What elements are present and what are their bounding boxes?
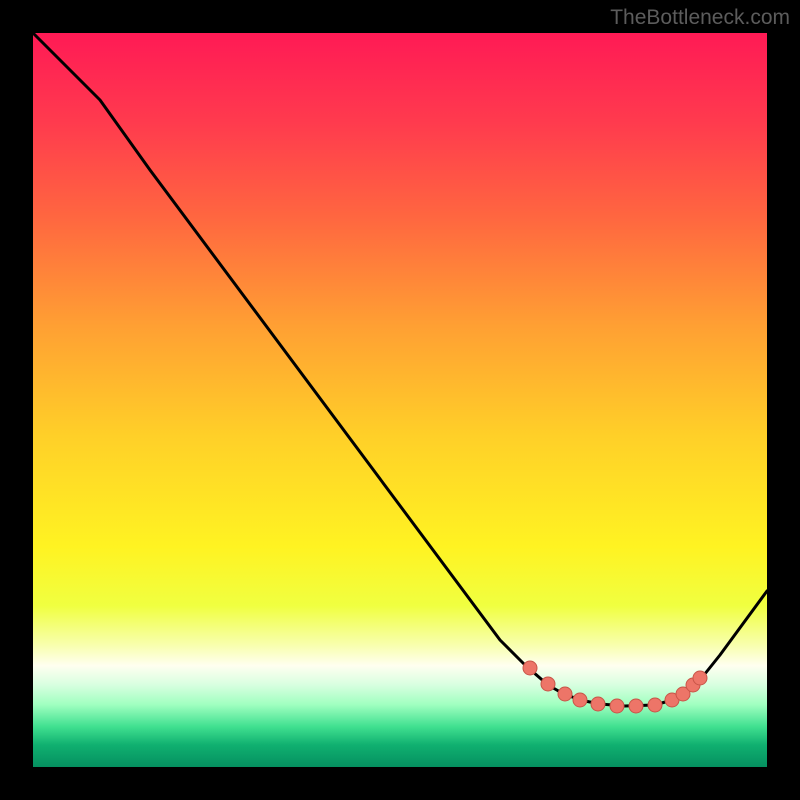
data-marker [541, 677, 555, 691]
bottleneck-curve [33, 33, 767, 706]
marker-group [523, 661, 707, 713]
data-marker [523, 661, 537, 675]
data-marker [591, 697, 605, 711]
data-marker [573, 693, 587, 707]
data-marker [629, 699, 643, 713]
curve-layer [0, 0, 800, 800]
data-marker [558, 687, 572, 701]
chart-container: TheBottleneck.com [0, 0, 800, 800]
data-marker [610, 699, 624, 713]
data-marker [693, 671, 707, 685]
watermark-text: TheBottleneck.com [610, 6, 790, 30]
data-marker [648, 698, 662, 712]
